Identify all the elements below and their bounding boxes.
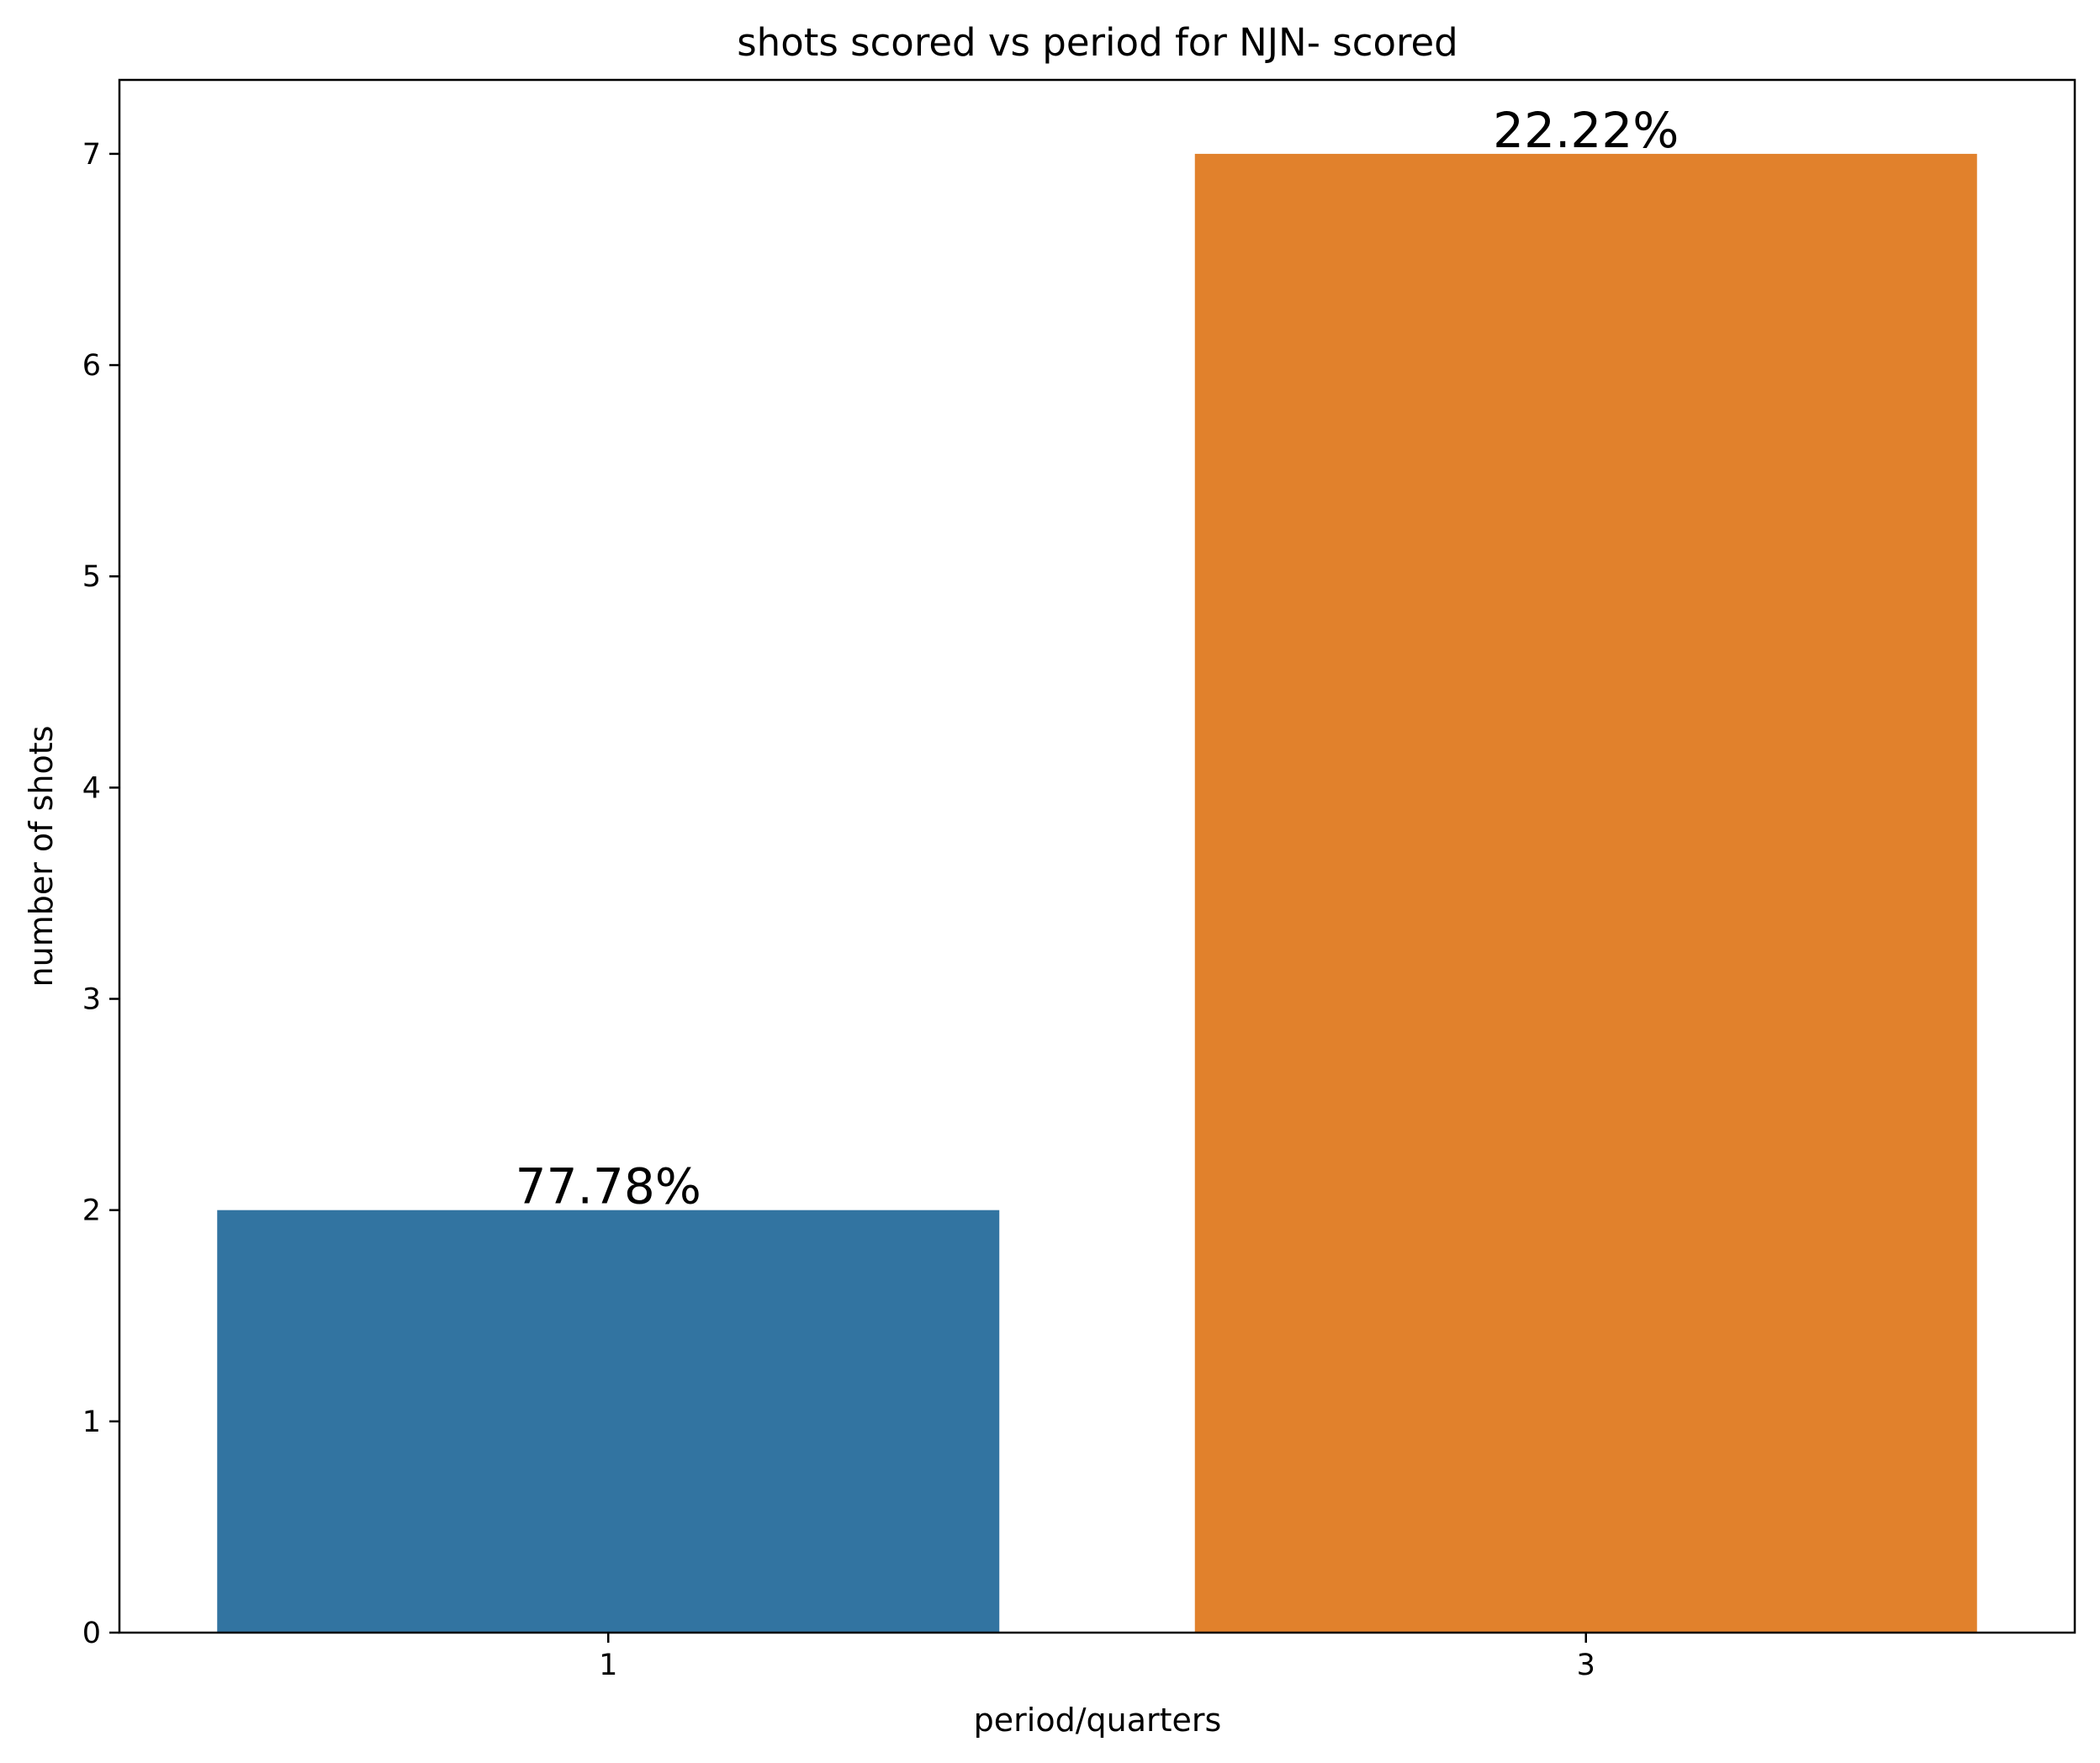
y-axis-ticks: 0 1 2 3 4 5 6 7 [82,138,119,1650]
y-tick-label: 2 [82,1194,101,1228]
y-tick-label: 1 [82,1406,101,1439]
bars-group [217,153,1977,1633]
data-label-3: 22.22% [1493,102,1679,159]
y-tick-label: 0 [82,1617,101,1650]
x-tick-label: 3 [1577,1649,1595,1682]
data-labels-group: 77.78% 22.22% [516,102,1679,1215]
y-tick-label: 4 [82,771,101,805]
data-label-1: 77.78% [516,1158,701,1215]
y-tick-label: 7 [82,138,101,172]
y-axis-label: number of shots [23,726,60,987]
x-axis-label: period/quarters [974,1702,1222,1739]
chart-title: shots scored vs period for NJN- scored [737,20,1458,65]
plot-frame [118,78,2076,1634]
bar-3 [1194,153,1977,1633]
y-tick-label: 5 [82,560,101,594]
bar-1 [217,1210,1000,1633]
x-tick-label: 1 [599,1649,617,1682]
y-tick-label: 6 [82,349,101,383]
y-tick-label: 3 [82,983,101,1017]
